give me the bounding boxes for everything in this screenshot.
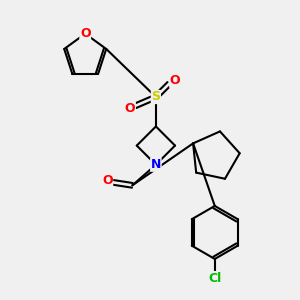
Text: O: O [80,27,91,40]
Text: N: N [151,158,161,171]
Text: O: O [125,102,135,115]
Text: O: O [102,174,112,188]
Text: Cl: Cl [208,272,221,285]
Text: S: S [152,91,160,103]
Text: O: O [170,74,180,87]
